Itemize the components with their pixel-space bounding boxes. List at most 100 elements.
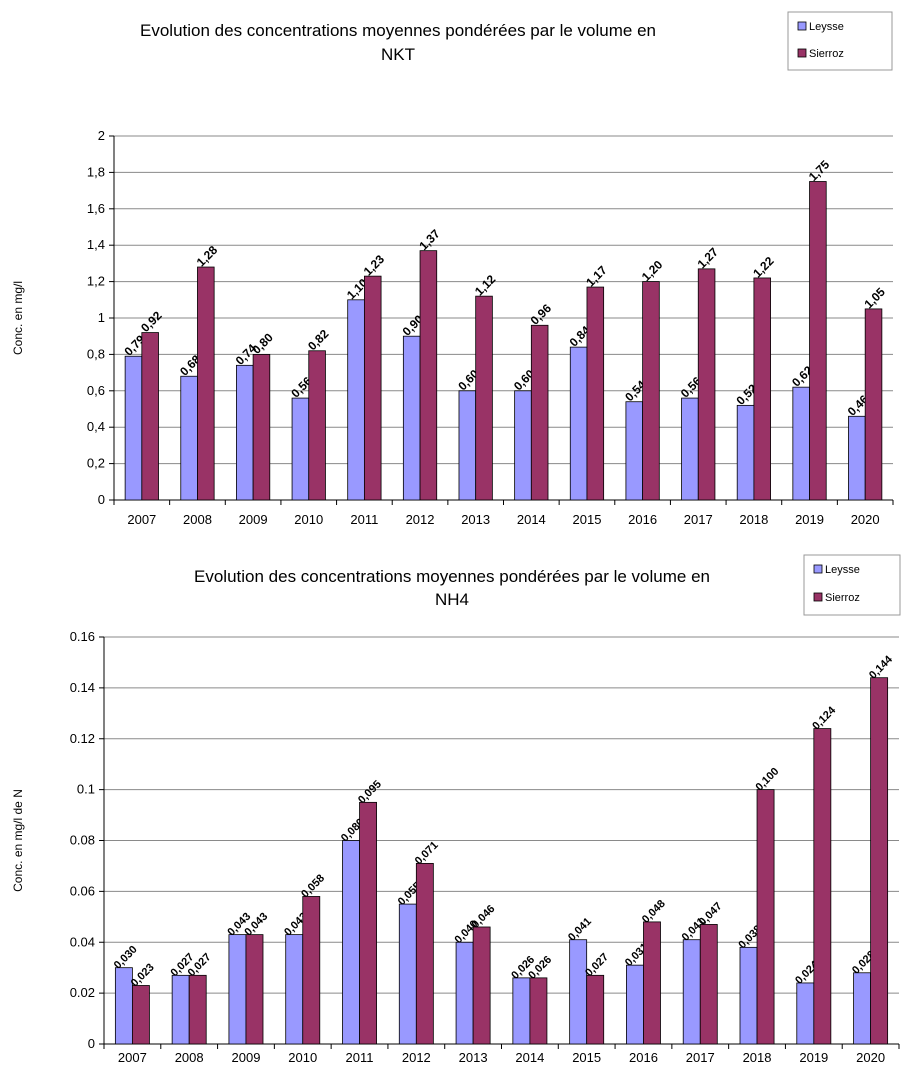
- chart1-data-label-sierroz: 1,37: [416, 226, 443, 253]
- chart2-legend-swatch-sierroz: [813, 592, 823, 602]
- chart1-legend-label-sierroz: Sierroz: [809, 48, 844, 60]
- chart2-x-tick-label: 2016: [629, 1050, 658, 1065]
- chart1-y-tick-label: 0: [98, 492, 105, 507]
- chart1-bar-sierroz: [141, 332, 159, 501]
- chart1-x-tick-label: 2019: [795, 512, 824, 527]
- chart1-x-tick-label: 2014: [517, 512, 546, 527]
- chart2-y-tick-label: 0.04: [70, 934, 95, 949]
- chart1-bar-sierroz: [363, 275, 382, 501]
- chart2-bar-leysse: [285, 934, 304, 1045]
- chart1-x-tick-label: 2016: [628, 512, 657, 527]
- chart2-y-tick-label: 0.06: [70, 883, 95, 898]
- chart1-x-tick-label: 2007: [127, 512, 156, 527]
- chart2-x-tick-label: 2008: [175, 1050, 204, 1065]
- chart1-bar-leysse: [347, 299, 365, 501]
- chart2-x-tick-label: 2015: [572, 1050, 601, 1065]
- chart2-y-tick-label: 0.12: [70, 731, 95, 746]
- chart1-y-tick-label: 1,8: [87, 164, 105, 179]
- chart2-x-tick-label: 2010: [288, 1050, 317, 1065]
- chart2-x-tick-label: 2014: [515, 1050, 544, 1065]
- chart1-bar-leysse: [625, 401, 644, 501]
- chart1-data-label-sierroz: 1,23: [361, 252, 388, 279]
- chart2-y-tick-label: 0.02: [70, 985, 95, 1000]
- chart2-y-tick-label: 0.1: [77, 782, 95, 797]
- chart2-y-tick-label: 0.14: [70, 680, 95, 695]
- chart1-bar-sierroz: [753, 277, 771, 501]
- chart1-x-tick-label: 2010: [294, 512, 323, 527]
- chart2-y-tick-label: 0: [88, 1036, 95, 1051]
- chart1-bar-leysse: [458, 390, 477, 501]
- chart2-data-label-sierroz: 0,124: [810, 704, 839, 733]
- chart1-data-label-sierroz: 1,22: [750, 254, 777, 281]
- chart2-title-line: Evolution des concentrations moyennes po…: [194, 567, 710, 586]
- chart1-bar-leysse: [792, 386, 810, 501]
- chart2-bar-sierroz: [472, 926, 491, 1045]
- chart1-bar-sierroz: [308, 350, 326, 501]
- chart1-legend-swatch-sierroz: [797, 48, 807, 58]
- chart1-data-label-sierroz: 1,28: [194, 243, 221, 270]
- chart1-data-label-sierroz: 1,05: [861, 285, 888, 312]
- chart1-y-axis-label: Conc. en mg/l: [11, 281, 25, 355]
- chart2-bar-sierroz: [302, 896, 321, 1045]
- chart2-y-axis-label: Conc. en mg/l de N: [11, 789, 25, 892]
- chart1-bar-leysse: [681, 397, 699, 501]
- chart2-data-label-sierroz: 0,144: [867, 653, 896, 682]
- chart1-bar-leysse: [124, 355, 143, 501]
- chart2-x-tick-label: 2013: [459, 1050, 488, 1065]
- chart1-data-label-sierroz: 0,82: [305, 326, 332, 353]
- chart2-bar-leysse: [853, 972, 872, 1045]
- chart1-x-tick-label: 2012: [406, 512, 435, 527]
- chart1-x-tick-label: 2020: [851, 512, 880, 527]
- chart2-title-line: NH4: [435, 590, 469, 609]
- chart2-y-tick-label: 0.08: [70, 833, 95, 848]
- chart2-legend-label-leysse: Leysse: [825, 564, 860, 576]
- chart1-x-tick-label: 2017: [684, 512, 713, 527]
- chart1-x-tick-label: 2009: [239, 512, 268, 527]
- chart2-x-tick-label: 2007: [118, 1050, 147, 1065]
- chart2-bar-leysse: [342, 840, 360, 1045]
- chart1-y-tick-label: 0,6: [87, 383, 105, 398]
- chart1-bar-leysse: [848, 415, 866, 501]
- chart1-data-label-sierroz: 1,17: [583, 263, 610, 290]
- chart1-y-tick-label: 0,8: [87, 346, 105, 361]
- chart2-bar-leysse: [682, 939, 701, 1045]
- chart2-x-tick-label: 2012: [402, 1050, 431, 1065]
- chart2-x-tick-label: 2009: [232, 1050, 261, 1065]
- chart2-bar-sierroz: [188, 974, 207, 1045]
- chart2-bar-sierroz: [586, 974, 605, 1045]
- chart2-bar-sierroz: [643, 921, 661, 1045]
- chart2-bar-leysse: [796, 982, 815, 1045]
- chart2-bar-sierroz: [359, 801, 377, 1045]
- chart2-x-tick-label: 2017: [686, 1050, 715, 1065]
- chart2-y-tick-label: 0.16: [70, 629, 95, 644]
- chart1-y-tick-label: 1,4: [87, 237, 105, 252]
- chart2-legend-swatch-leysse: [813, 564, 823, 574]
- chart1-bar-leysse: [736, 404, 755, 501]
- chart1-bar-leysse: [291, 397, 310, 501]
- chart2-x-tick-label: 2018: [743, 1050, 772, 1065]
- chart1-bar-leysse: [569, 346, 588, 501]
- chart2-bar-leysse: [739, 946, 758, 1045]
- chart1-y-tick-label: 1,6: [87, 201, 105, 216]
- chart2-legend-label-sierroz: Sierroz: [825, 592, 860, 604]
- chart1-bar-sierroz: [864, 308, 883, 501]
- chart1-y-tick-label: 2: [98, 128, 105, 143]
- chart2-bar-leysse: [171, 974, 190, 1045]
- chart1-y-tick-label: 1: [98, 310, 105, 325]
- chart2-bar-sierroz: [813, 728, 832, 1045]
- chart1-x-tick-label: 2015: [573, 512, 602, 527]
- chart1-bar-leysse: [514, 390, 532, 501]
- chart1-bar-sierroz: [530, 324, 549, 501]
- chart1-bar-sierroz: [475, 295, 493, 501]
- chart1-data-label-sierroz: 1,75: [806, 157, 833, 184]
- chart1-data-label-sierroz: 0,96: [528, 301, 555, 328]
- chart2-bar-leysse: [398, 903, 417, 1045]
- chart2-x-tick-label: 2011: [346, 1050, 374, 1065]
- chart1-data-label-sierroz: 1,27: [695, 245, 722, 272]
- chart1-bar-sierroz: [586, 286, 605, 501]
- chart1-legend-label-leysse: Leysse: [809, 21, 844, 33]
- chart1-data-label-sierroz: 0,92: [138, 308, 165, 335]
- chart1-y-tick-label: 0,4: [87, 419, 105, 434]
